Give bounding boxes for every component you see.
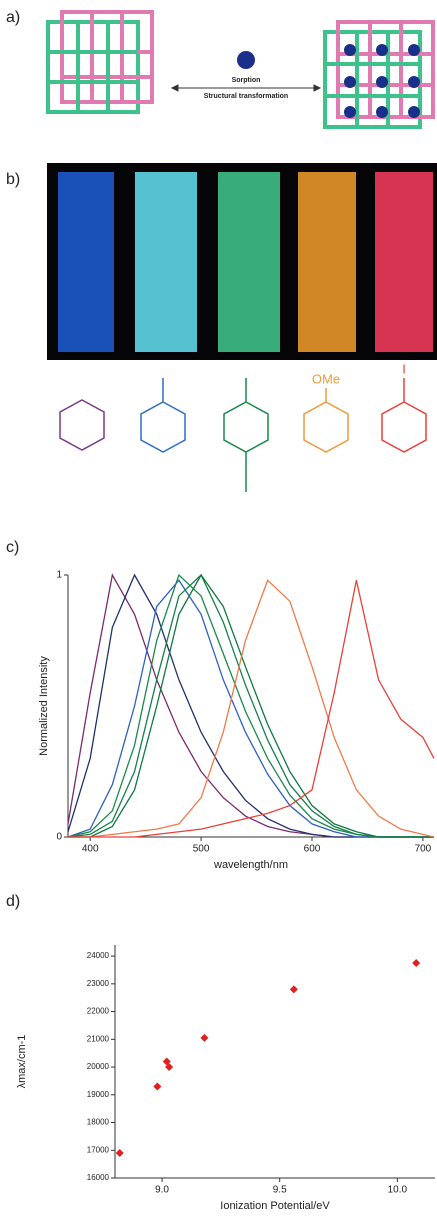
x-tick-label: 10.0 — [388, 1185, 408, 1196]
y-tick-label: 19000 — [87, 1090, 110, 1099]
spectrum-line — [68, 575, 434, 837]
point — [200, 1034, 208, 1042]
y-tick-label: 17000 — [87, 1145, 110, 1154]
y-tick-label: 23000 — [87, 979, 110, 988]
substituent: I — [402, 361, 406, 376]
x-tick-label: 9.0 — [155, 1185, 169, 1196]
guest-sphere — [237, 51, 255, 69]
point — [290, 985, 298, 993]
x-tick-label: 600 — [304, 844, 321, 855]
panel-label: c) — [6, 539, 19, 556]
structures — [60, 378, 426, 492]
y-tick-label: 21000 — [87, 1034, 110, 1043]
x-tick-label: 400 — [82, 844, 99, 855]
arrow — [172, 85, 320, 91]
point — [412, 959, 420, 967]
arrow-label: Structural transformation — [204, 93, 288, 100]
arrow-label: Sorption — [232, 77, 261, 84]
panel-label: d) — [6, 893, 20, 910]
y-axis-label: λmax/cm-1 — [16, 1035, 28, 1089]
cuvette — [375, 172, 433, 352]
figure: a) b) c) d) Sorption Structural transfor… — [0, 0, 437, 1218]
y-axis-label: Normalized Intensity — [38, 656, 50, 756]
y-tick-label: 1 — [56, 570, 62, 581]
x-tick-label: 700 — [415, 844, 432, 855]
point — [116, 1149, 124, 1157]
y-tick-label: 16000 — [87, 1173, 110, 1182]
x-tick-label: 9.5 — [273, 1185, 287, 1196]
cuvette — [218, 172, 280, 352]
y-tick-label: 20000 — [87, 1062, 110, 1071]
y-tick-label: 18000 — [87, 1118, 110, 1127]
x-tick-label: 500 — [193, 844, 210, 855]
framework-left — [48, 12, 152, 112]
x-axis-label: wavelength/nm — [213, 859, 288, 871]
substituent: OMe — [312, 371, 340, 386]
y-tick-label: 22000 — [87, 1007, 110, 1016]
y-tick-label: 24000 — [87, 951, 110, 960]
cuvette — [135, 172, 197, 352]
point — [153, 1082, 161, 1090]
panel-label: b) — [6, 171, 20, 188]
cuvette — [298, 172, 356, 352]
y-tick-label: 0 — [56, 832, 62, 843]
framework-right — [325, 22, 433, 127]
cuvette — [58, 172, 114, 352]
x-axis-label: Ionization Potential/eV — [220, 1200, 330, 1212]
panel-label: a) — [6, 9, 20, 26]
